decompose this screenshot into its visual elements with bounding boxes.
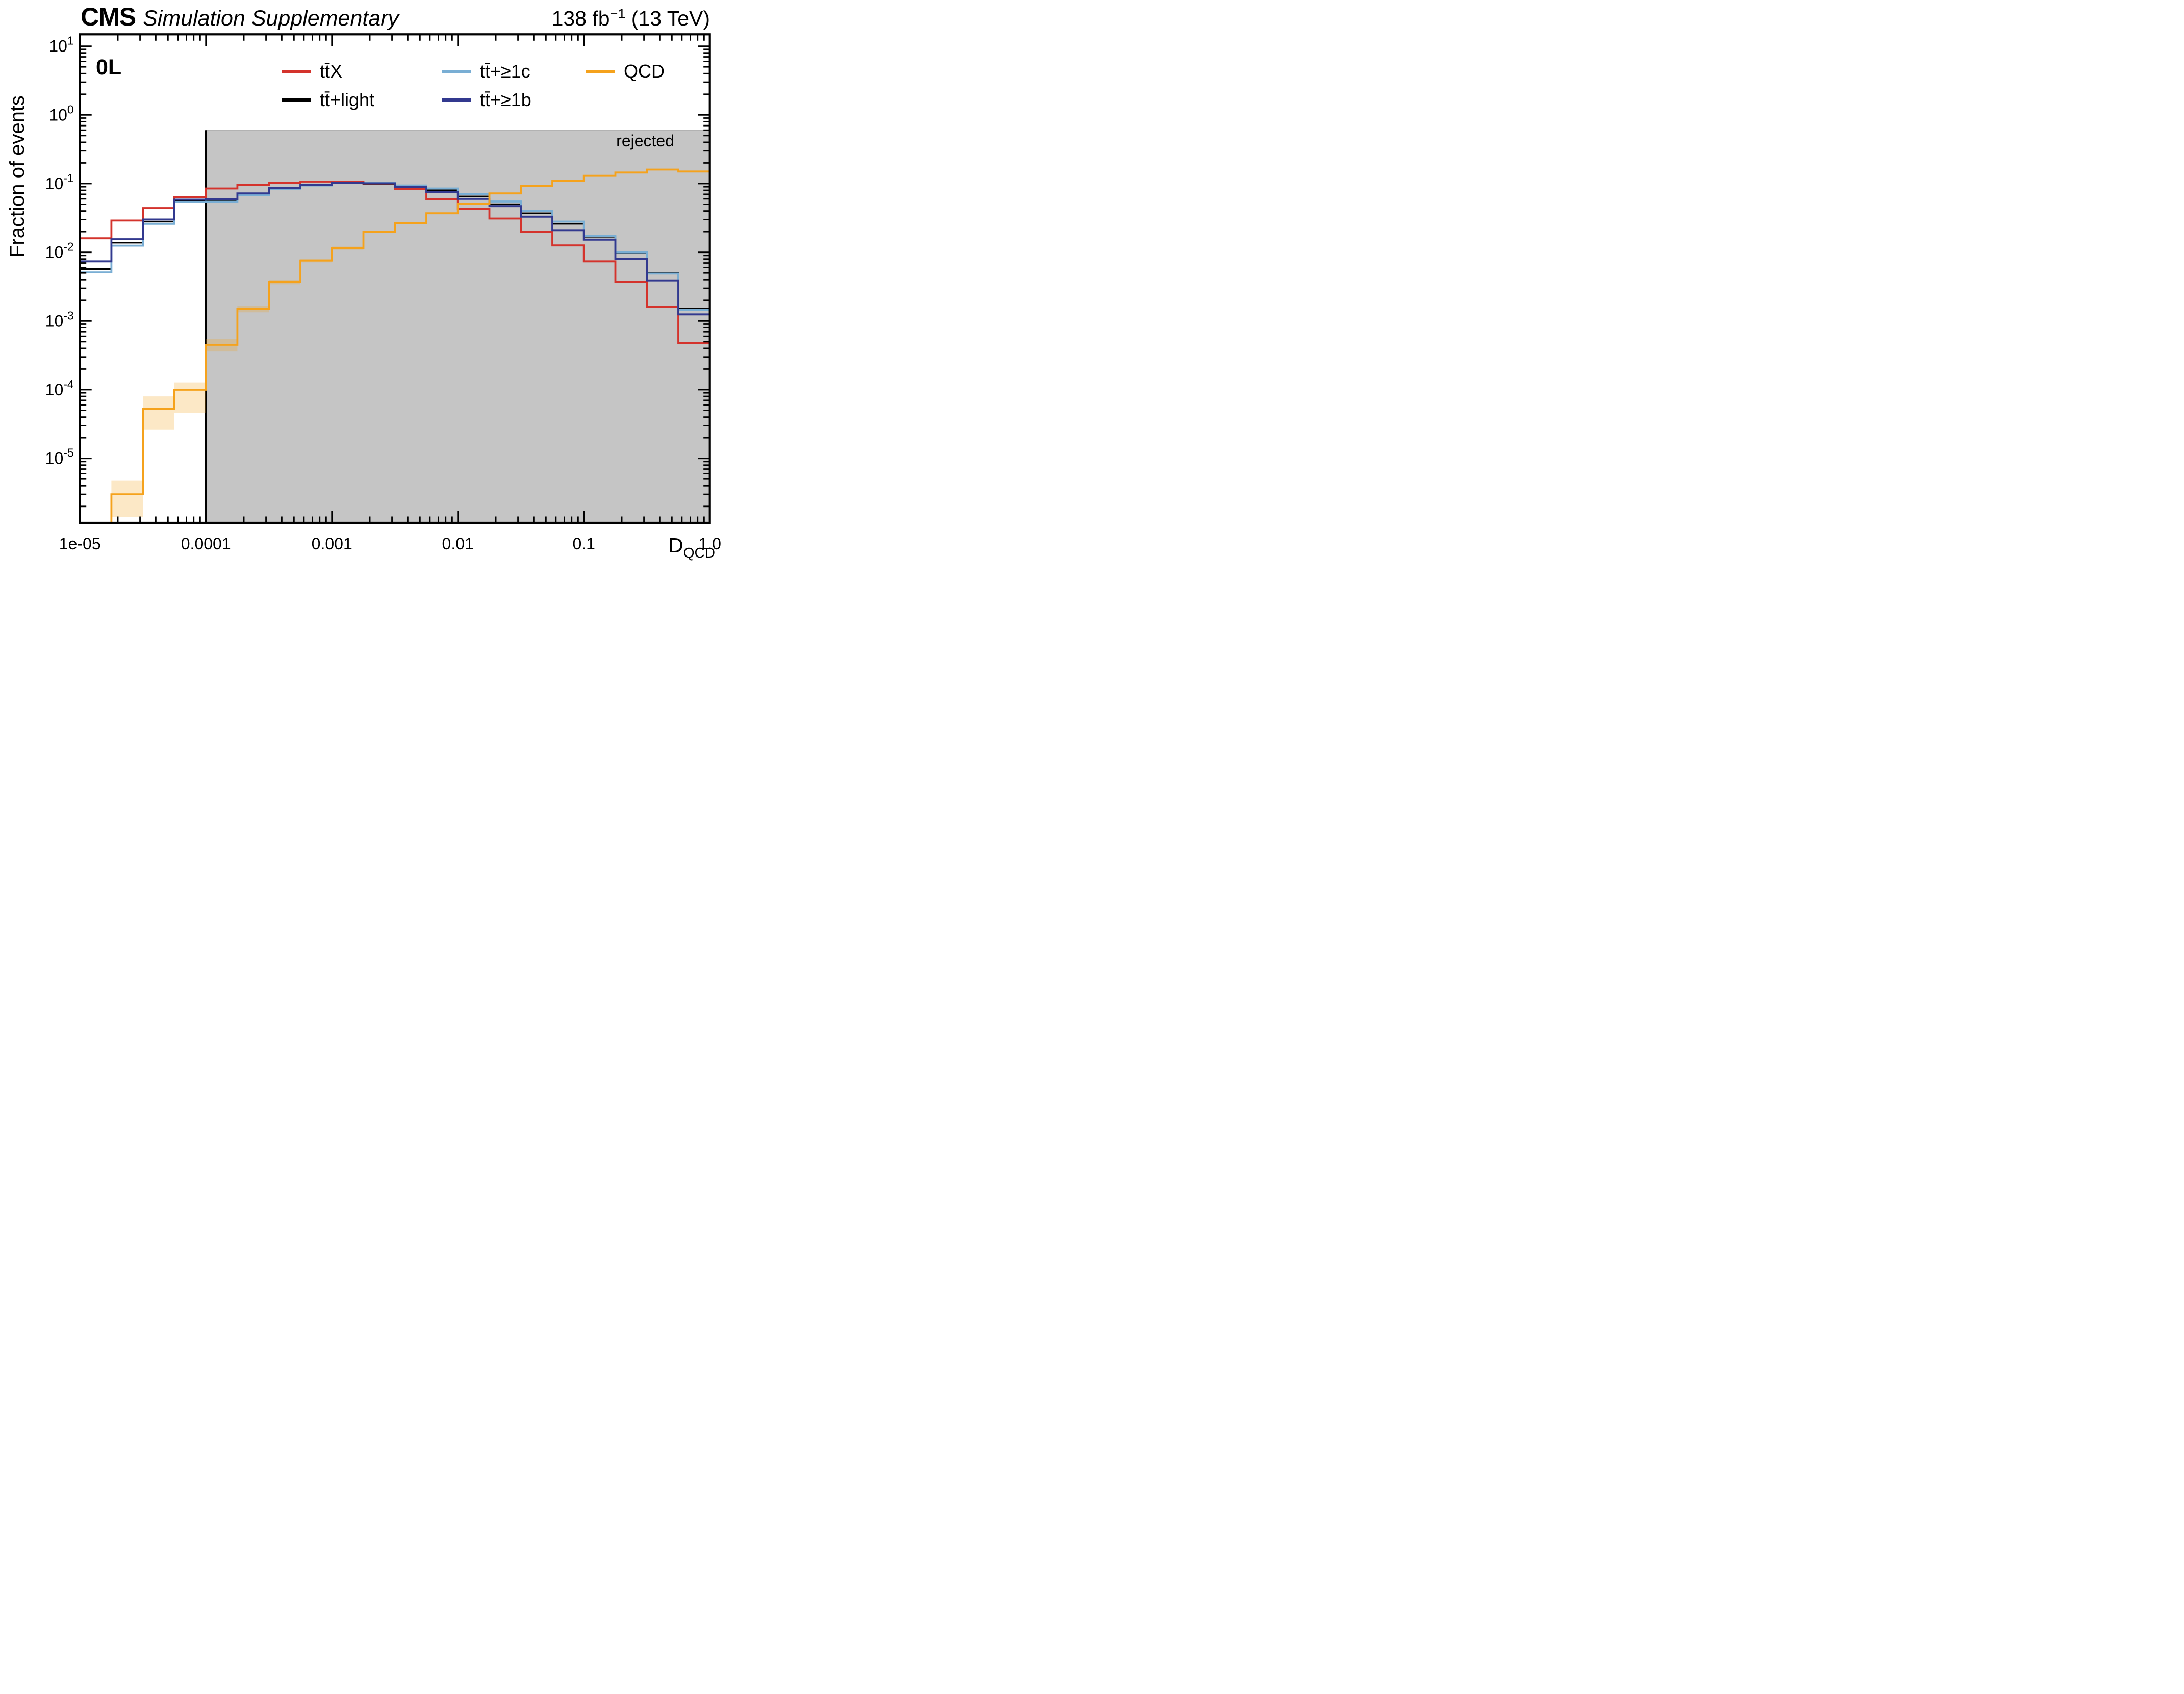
lumi-exponent: −1 <box>610 6 626 21</box>
series-ttX-curve <box>80 181 710 344</box>
y-tick-label: 100 <box>49 103 73 124</box>
plot-area <box>80 130 710 523</box>
legend-swatch-ttlight <box>282 98 311 102</box>
series-QCD-error-band <box>111 169 710 517</box>
legend-swatch-tt1c <box>442 70 471 73</box>
luminosity-label: 138 fb−1 (13 TeV) <box>552 6 710 31</box>
y-tick-label: 10-3 <box>45 309 74 330</box>
legend-swatch-qcd <box>586 70 615 73</box>
legend-swatch-tt1b <box>442 98 471 102</box>
legend-item-qcd: QCD <box>586 62 665 81</box>
simulation-label: Simulation Supplementary <box>143 6 399 31</box>
x-tick-label: 0.0001 <box>181 535 231 553</box>
lumi-energy: (13 TeV) <box>625 7 710 30</box>
legend-label-tt1c: tt̄+≥1c <box>480 61 530 82</box>
plot-title: CMS Simulation Supplementary <box>81 2 399 32</box>
x-tick-label: 0.01 <box>442 535 474 553</box>
legend-swatch-ttX <box>282 70 311 73</box>
lumi-value: 138 fb <box>551 7 610 30</box>
x-axis-title-sub: QCD <box>683 545 715 561</box>
y-tick-label: 10-5 <box>45 446 74 468</box>
legend-item-ttX: tt̄X <box>282 62 342 81</box>
y-tick-label: 101 <box>49 34 73 56</box>
x-tick-label: 0.001 <box>312 535 352 553</box>
plot-frame <box>79 33 711 524</box>
y-tick-label: 10-1 <box>45 171 74 193</box>
cms-plot-screenshot: CMS Simulation Supplementary 138 fb−1 (13… <box>0 0 728 565</box>
rejected-region-label: rejected <box>616 132 674 150</box>
legend-label-ttlight: tt̄+light <box>320 89 375 110</box>
x-tick-label: 1e-05 <box>59 535 101 553</box>
cms-logo-text: CMS <box>81 3 136 31</box>
legend-label-ttX: tt̄X <box>320 61 343 82</box>
legend-label-tt1b: tt̄+≥1b <box>480 89 531 110</box>
legend-item-tt1b: tt̄+≥1b <box>442 91 531 109</box>
y-tick-label: 10-4 <box>45 377 74 399</box>
series-tt1b-curve <box>80 182 710 316</box>
x-axis-title-main: D <box>668 534 683 557</box>
x-tick-label: 1.0 <box>698 535 721 553</box>
y-axis-title: Fraction of events <box>6 95 29 258</box>
x-tick-label: 0.1 <box>572 535 595 553</box>
series-QCD-curve <box>110 168 710 523</box>
legend-item-tt1c: tt̄+≥1c <box>442 62 530 81</box>
x-axis-title: DQCD <box>668 534 715 561</box>
legend-item-ttlight: tt̄+light <box>282 91 374 109</box>
channel-tag: 0L <box>96 55 122 80</box>
y-tick-label: 10-2 <box>45 240 74 262</box>
legend-label-qcd: QCD <box>624 61 665 82</box>
chart-canvas: 1e-05 0.0001 0.001 0.01 0.1 1.0 101 100 10-1 10-2… <box>45 33 721 553</box>
